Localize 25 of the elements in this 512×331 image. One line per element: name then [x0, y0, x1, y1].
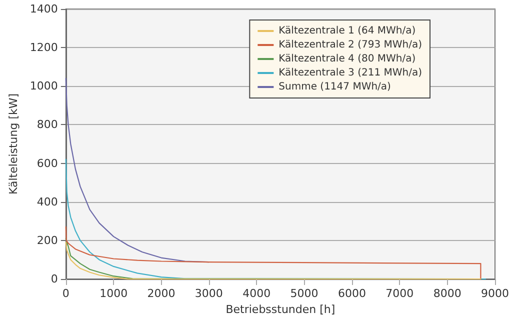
x-tick-label: 7000	[386, 287, 414, 300]
x-tick-label: 1000	[100, 287, 128, 300]
legend-label: Kältezentrale 2 (793 MWh/a)	[278, 40, 422, 50]
y-tick-label: 800	[36, 118, 58, 132]
x-tick-label: 6000	[338, 287, 366, 300]
y-tick-label: 0	[50, 272, 58, 286]
y-tick-label: 1000	[30, 80, 58, 93]
legend-label: Kältezentrale 3 (211 MWh/a)	[278, 68, 422, 78]
legend-label: Kältezentrale 4 (80 MWh/a)	[278, 54, 416, 64]
y-tick-label: 600	[36, 156, 58, 170]
x-tick-label: 2000	[147, 287, 176, 300]
y-tick-label: 400	[36, 195, 58, 208]
x-axis-title: Betriebsstunden [h]	[226, 302, 336, 316]
x-tick-label: 8000	[433, 287, 462, 300]
y-axis-title: Kälteleistung [kW]	[7, 93, 20, 195]
legend-label: Kältezentrale 1 (64 MWh/a)	[278, 26, 416, 36]
x-tick-label: 3000	[194, 287, 223, 300]
legend-label: Summe (1147 MWh/a)	[278, 82, 392, 92]
x-tick-label: 4000	[242, 287, 271, 300]
y-tick-label: 200	[36, 234, 58, 247]
x-tick-label: 0	[62, 287, 70, 300]
y-tick-label: 1200	[30, 41, 58, 54]
y-tick-label: 1400	[30, 2, 58, 16]
x-tick-label: 9000	[481, 287, 510, 300]
x-tick-label: 5000	[290, 287, 318, 300]
